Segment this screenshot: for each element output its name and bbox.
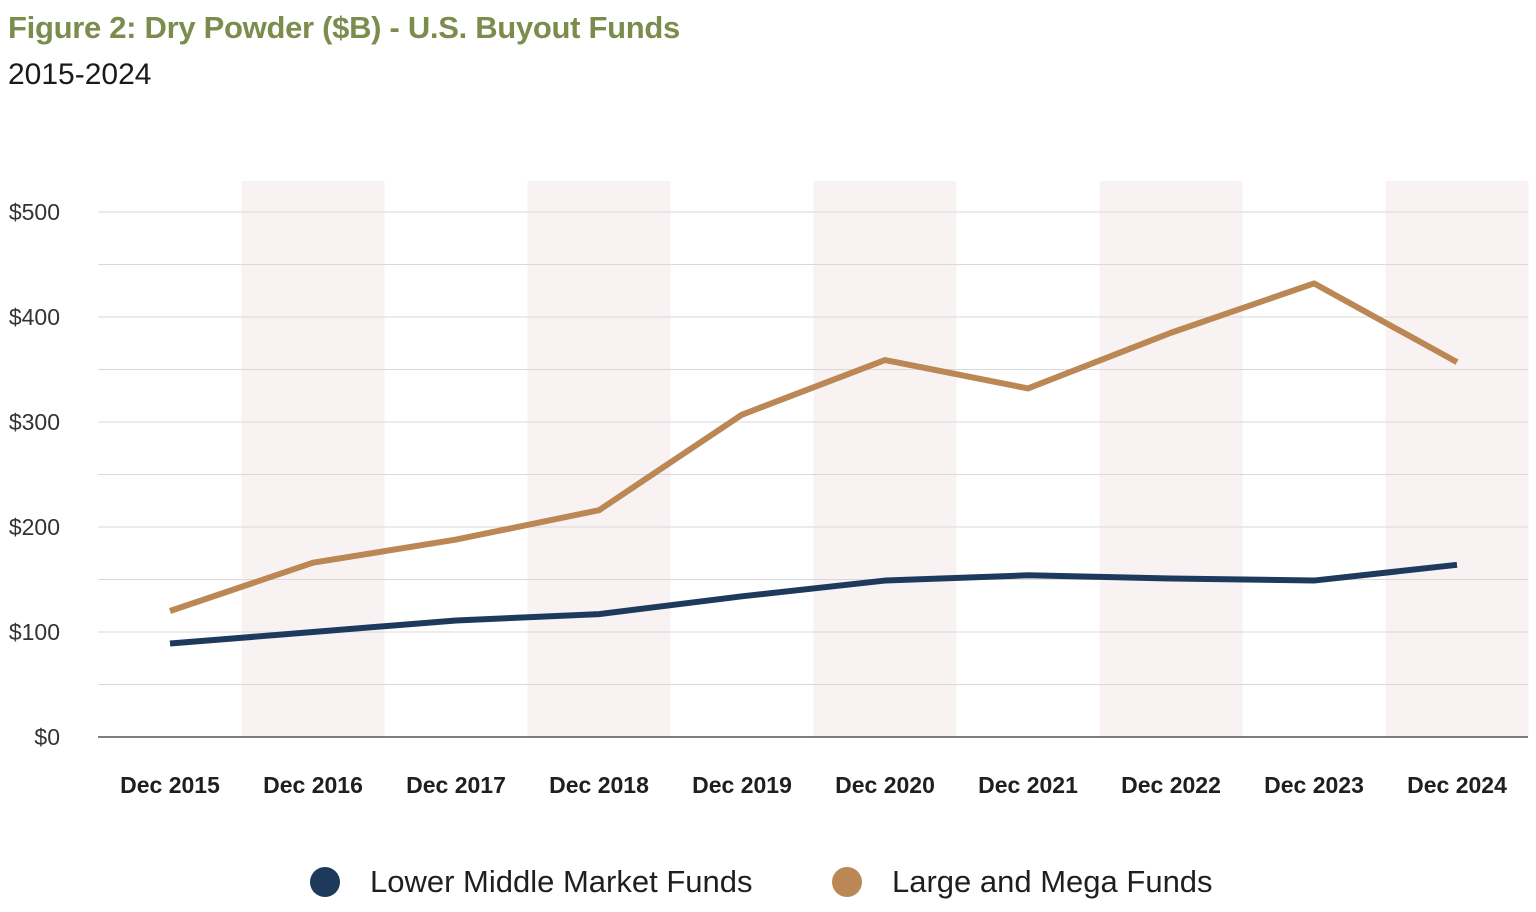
legend-item-lower-middle-market: Lower Middle Market Funds xyxy=(310,862,753,902)
x-tick-label: Dec 2021 xyxy=(978,772,1078,798)
y-tick-label: $300 xyxy=(9,409,60,435)
band-7 xyxy=(1099,181,1243,737)
x-tick-label: Dec 2024 xyxy=(1407,772,1507,798)
band-3 xyxy=(527,181,671,737)
band-9 xyxy=(1385,181,1529,737)
y-tick-label: $100 xyxy=(9,619,60,645)
gridlines xyxy=(98,211,1528,738)
y-tick-label: $500 xyxy=(9,199,60,225)
x-axis-ticks: Dec 2015 Dec 2016 Dec 2017 Dec 2018 Dec 2019… xyxy=(120,772,1507,798)
x-tick-label: Dec 2016 xyxy=(263,772,363,798)
legend-swatch-lower-middle-market xyxy=(310,867,340,897)
y-axis-ticks: $0 $100 $200 $300 $400 $500 xyxy=(9,199,60,750)
chart-title: Figure 2: Dry Powder ($B) - U.S. Buyout … xyxy=(8,10,680,45)
y-tick-label: $200 xyxy=(9,514,60,540)
x-tick-label: Dec 2017 xyxy=(406,772,506,798)
band-1 xyxy=(241,181,385,737)
line-chart: $0$100$200$300$400$500 Dec 2015 Dec 2016 D… xyxy=(9,181,1529,798)
x-tick-label: Dec 2015 xyxy=(120,772,220,798)
series-line-large-and-mega xyxy=(169,280,1459,614)
chart-subtitle: 2015-2024 xyxy=(8,58,152,91)
x-tick-label: Dec 2019 xyxy=(692,772,792,798)
series-lines xyxy=(169,280,1459,647)
band-5 xyxy=(813,181,957,737)
x-tick-label: Dec 2020 xyxy=(835,772,935,798)
legend: Lower Middle Market Funds Large and Mega… xyxy=(0,862,1536,902)
x-tick-label: Dec 2018 xyxy=(549,772,649,798)
legend-item-large-and-mega: Large and Mega Funds xyxy=(832,862,1213,902)
y-tick-label: $400 xyxy=(9,304,60,330)
legend-label-large-and-mega: Large and Mega Funds xyxy=(892,864,1213,899)
series-line-lower-middle-market xyxy=(169,561,1458,647)
x-tick-label: Dec 2022 xyxy=(1121,772,1221,798)
legend-label-lower-middle-market: Lower Middle Market Funds xyxy=(370,864,753,899)
legend-swatch-large-and-mega xyxy=(832,867,862,897)
x-tick-label: Dec 2023 xyxy=(1264,772,1364,798)
alternating-bands xyxy=(241,181,1529,737)
y-tick-label: $0 xyxy=(34,724,60,750)
